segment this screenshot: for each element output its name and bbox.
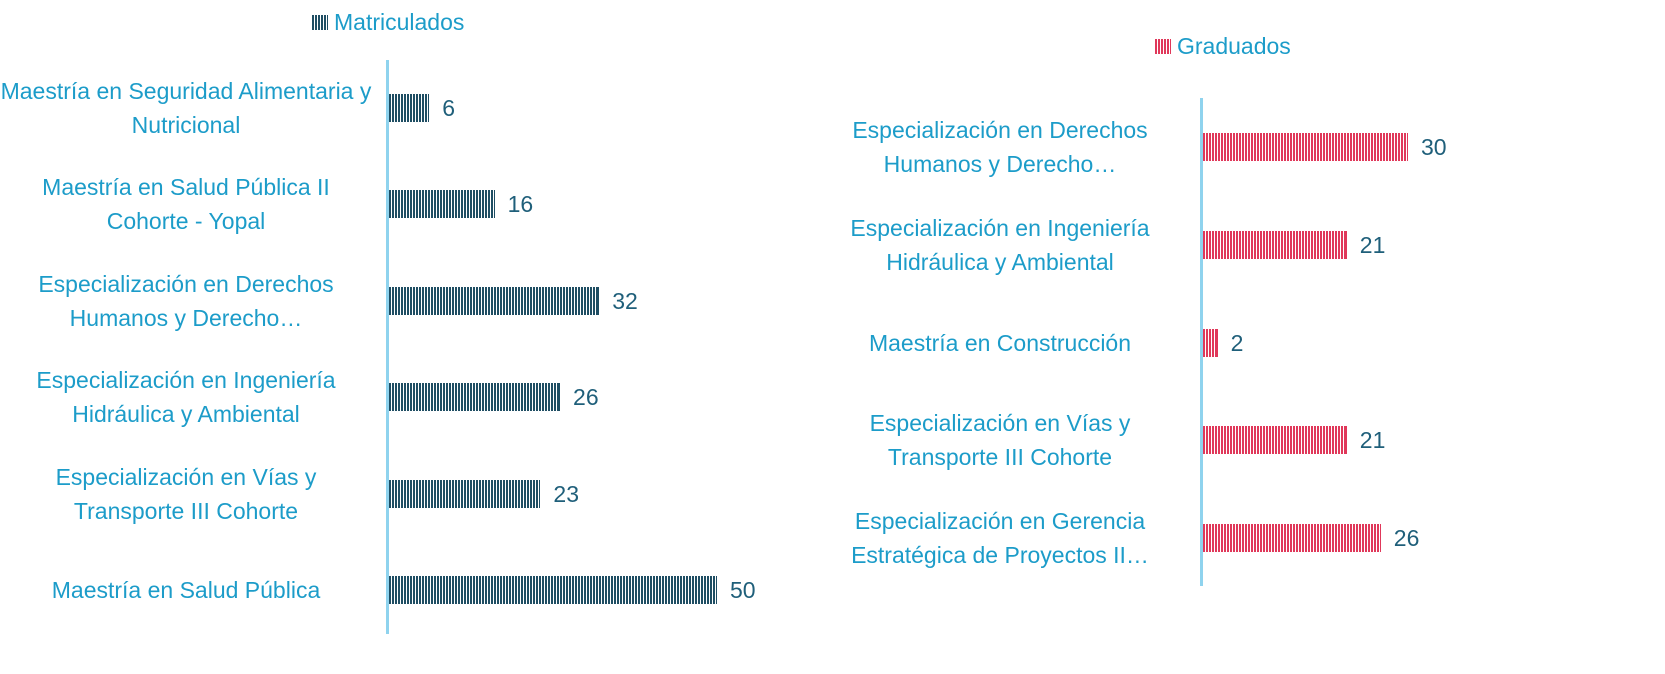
- bar: [389, 383, 561, 412]
- category-label: Maestría en Salud Pública: [51, 577, 321, 603]
- bar: [1203, 524, 1381, 552]
- category-label: Especialización en Ingeniería Hidráulica…: [36, 367, 336, 428]
- category-label: Especialización en Derechos Humanos y De…: [38, 270, 334, 331]
- bar: [389, 576, 717, 604]
- bar: [389, 94, 430, 122]
- axis-line: [386, 60, 389, 634]
- category-label: Especialización en Gerencia Estratégica …: [851, 508, 1149, 568]
- value-label: 16: [507, 191, 534, 218]
- category-label: Especialización en Vías y Transporte III…: [869, 410, 1131, 471]
- value-label: 21: [1359, 231, 1386, 258]
- value-label: 2: [1230, 329, 1244, 356]
- axis-line: [1200, 98, 1203, 586]
- bar: [389, 479, 541, 508]
- value-label: 32: [612, 287, 638, 314]
- bar: [1203, 426, 1347, 455]
- bar: [389, 286, 600, 315]
- bar: [389, 190, 495, 219]
- value-label: 6: [442, 95, 456, 121]
- legend-swatch: [1155, 39, 1171, 54]
- category-label: Maestría en Salud Pública II Cohorte - Y…: [42, 174, 330, 235]
- value-label: 30: [1421, 134, 1447, 160]
- category-label: Especialización en Vías y Transporte III…: [55, 463, 317, 524]
- bar: [1203, 328, 1218, 357]
- value-label: 21: [1359, 427, 1386, 454]
- value-label: 23: [553, 480, 579, 507]
- bar: [1203, 133, 1408, 161]
- category-label: Maestría en Construcción: [868, 329, 1132, 356]
- legend-label: Matriculados: [334, 9, 465, 35]
- value-label: 50: [730, 577, 756, 603]
- value-label: 26: [1393, 525, 1420, 551]
- bar: [1203, 230, 1347, 259]
- category-label: Especialización en Derechos Humanos y De…: [852, 117, 1148, 177]
- legend-swatch: [312, 15, 328, 30]
- legend-label: Graduados: [1177, 33, 1291, 59]
- value-label: 26: [573, 384, 599, 411]
- category-label: Maestría en Seguridad Alimentaria y Nutr…: [0, 78, 372, 138]
- category-label: Especialización en Ingeniería Hidráulica…: [850, 214, 1150, 275]
